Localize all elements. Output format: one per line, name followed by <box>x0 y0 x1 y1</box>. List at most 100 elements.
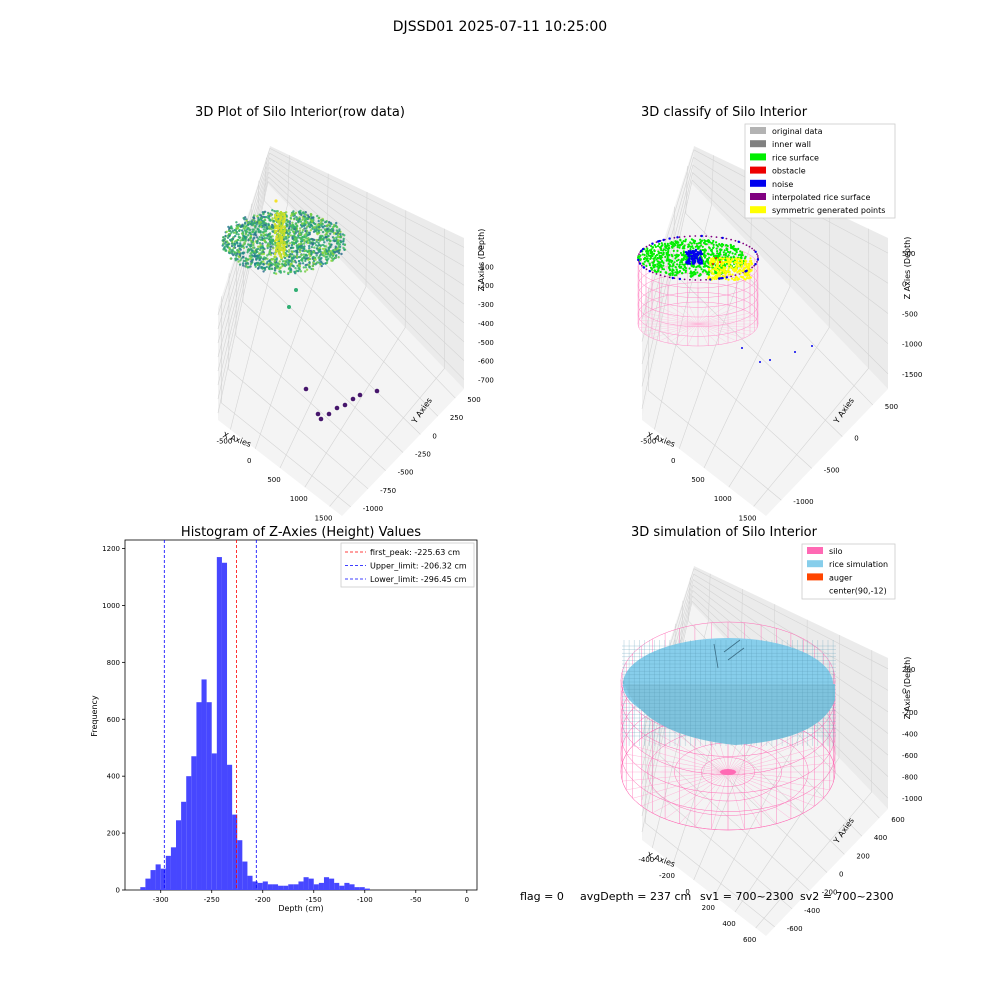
panel-sim-title: 3D simulation of Silo Interior <box>631 525 818 540</box>
raw-point <box>267 223 270 226</box>
z-tick-label: -200 <box>902 709 918 717</box>
histogram-bar <box>329 878 335 890</box>
raw-peak-point <box>279 242 282 245</box>
rice-surface-point <box>657 245 660 248</box>
raw-point <box>301 235 304 239</box>
legend-swatch <box>750 153 766 161</box>
symmetric-point <box>709 263 712 266</box>
raw-peak-point <box>279 210 283 214</box>
raw-point <box>298 250 302 254</box>
noise-outlier <box>769 359 771 361</box>
rice-surface-point <box>672 263 675 266</box>
stats-line: flag = 0 avgDepth = 237 cm sv1 = 700~230… <box>520 890 894 903</box>
rice-surface-point <box>720 242 724 246</box>
grid-line-z <box>217 171 465 386</box>
noise-point <box>756 258 760 261</box>
raw-point <box>226 240 229 243</box>
raw-point <box>262 258 265 261</box>
raw-point <box>264 256 267 260</box>
rice-surface-point <box>716 256 719 259</box>
raw-point <box>230 244 234 248</box>
raw-point <box>292 238 296 242</box>
panel-sim-legend: silo rice simulation auger center(90,-12) <box>801 543 896 600</box>
y-tick-label: 0 <box>854 435 858 443</box>
rice-surface-point <box>678 263 681 266</box>
raw-point <box>330 259 333 262</box>
raw-point <box>301 249 304 252</box>
raw-point <box>302 217 305 220</box>
raw-peak-point <box>280 232 284 235</box>
raw-point <box>331 254 335 258</box>
raw-point <box>302 238 305 241</box>
x-tick-label: -200 <box>255 896 271 904</box>
symmetric-point <box>731 258 734 261</box>
raw-peak-point <box>276 244 279 247</box>
rice-surface-point <box>656 270 659 273</box>
legend-label: rice surface <box>772 153 819 162</box>
raw-point <box>303 245 306 249</box>
interpolated-point <box>638 261 640 263</box>
x-tick-label: 1500 <box>739 514 757 522</box>
raw-point <box>241 224 244 228</box>
raw-point <box>242 238 245 242</box>
raw-point <box>253 214 256 217</box>
symmetric-point <box>715 268 718 271</box>
raw-point <box>291 230 295 233</box>
rice-surface-point <box>651 246 654 249</box>
raw-peak-point <box>277 212 280 216</box>
noise-point <box>638 262 642 265</box>
raw-point <box>334 245 337 248</box>
symmetric-point <box>722 257 725 261</box>
rice-surface-point <box>701 248 704 252</box>
raw-point <box>288 255 291 258</box>
raw-point <box>266 246 269 250</box>
panel-hist-ylabel: Frequency <box>90 695 99 737</box>
raw-point <box>337 256 340 259</box>
raw-point <box>304 229 307 233</box>
rice-surface-point <box>656 260 660 263</box>
raw-point <box>304 266 308 269</box>
panel-hist-legend: first_peak: -225.63 cm Upper_limit: -206.… <box>340 542 475 588</box>
raw-peak-point <box>277 232 280 235</box>
rice-surface-point <box>682 247 685 250</box>
raw-point <box>257 245 260 248</box>
rice-surface-point <box>690 238 694 241</box>
raw-point <box>239 242 242 245</box>
raw-point <box>299 270 303 273</box>
rice-surface-point <box>668 254 671 257</box>
rice-surface-point <box>674 266 678 269</box>
histogram-bar <box>283 885 289 890</box>
raw-point <box>308 226 312 229</box>
interpolated-point <box>659 274 662 277</box>
raw-peak-point <box>274 227 277 230</box>
rice-surface-point <box>657 250 660 253</box>
rice-surface-point <box>660 256 664 259</box>
x-tick-label: 400 <box>722 920 735 928</box>
interpolated-point <box>699 279 702 281</box>
raw-point <box>289 252 292 256</box>
raw-point <box>295 255 299 258</box>
raw-point <box>264 216 267 219</box>
histogram-bar <box>293 884 299 890</box>
symmetric-point <box>745 277 749 280</box>
raw-point <box>317 223 320 226</box>
raw-point <box>285 225 289 228</box>
legend-label: rice simulation <box>829 560 888 569</box>
raw-point <box>301 262 305 265</box>
symmetric-point <box>713 260 717 263</box>
raw-point <box>288 222 291 225</box>
raw-point <box>261 242 264 245</box>
rice-surface-point <box>681 272 684 275</box>
rice-surface-point <box>712 246 715 249</box>
symmetric-point <box>716 259 719 262</box>
raw-point <box>270 245 273 248</box>
raw-point <box>321 262 325 266</box>
raw-point <box>302 242 306 245</box>
raw-point <box>244 259 247 263</box>
histogram-bar <box>344 882 350 890</box>
raw-point <box>316 261 319 264</box>
raw-point <box>288 231 292 234</box>
raw-point <box>308 247 311 250</box>
raw-point <box>249 263 253 266</box>
raw-point <box>274 272 278 275</box>
